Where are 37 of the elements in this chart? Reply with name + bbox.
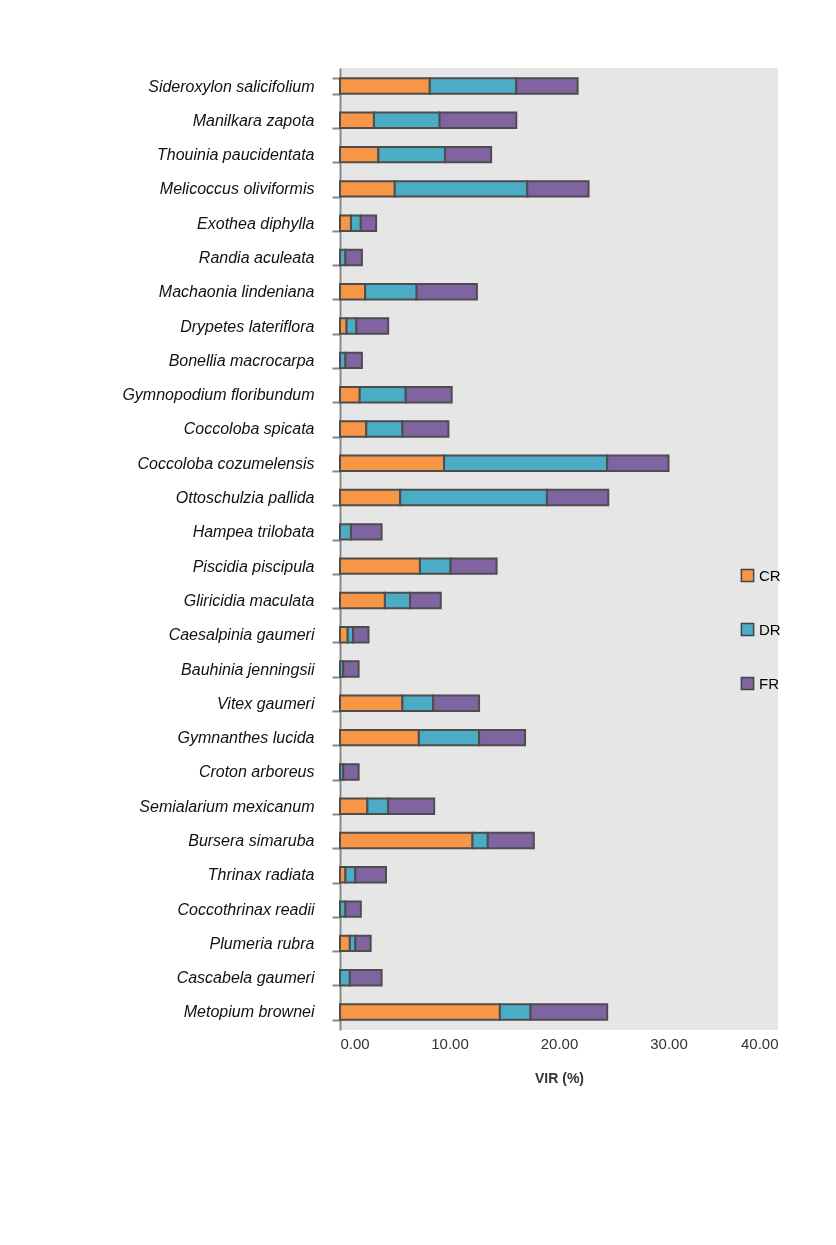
- y-tick-label: Thouinia paucidentata: [157, 146, 315, 164]
- y-tick-label: Machaonia lindeniana: [158, 283, 315, 301]
- y-tick-label: Randia aculeata: [198, 248, 315, 266]
- y-tick-label: Semialarium mexicanum: [139, 797, 315, 815]
- y-tick-label: Bauhinia jenningsii: [181, 660, 315, 678]
- y-tick-label: Caesalpinia gaumeri: [168, 626, 315, 644]
- y-tick-label: Piscidia piscipula: [192, 557, 315, 575]
- y-tick-label: Gymnanthes lucida: [177, 729, 315, 747]
- y-tick-label: Coccothrinax readii: [177, 900, 315, 918]
- legend-label: CR: [759, 566, 781, 584]
- y-tick-label: Gliricidia maculata: [183, 591, 315, 609]
- y-tick-label: Drypetes lateriflora: [180, 317, 315, 335]
- x-tick-label: 20.00: [540, 1034, 579, 1052]
- y-tick-label: Coccoloba cozumelensis: [137, 454, 315, 472]
- y-tick-label: Bursera simaruba: [188, 832, 315, 850]
- y-tick-label: Vitex gaumeri: [216, 694, 315, 712]
- y-tick-label: Metopium brownei: [183, 1003, 315, 1021]
- x-tick-label: 10.00: [431, 1034, 469, 1052]
- y-tick-label: Manilkara zapota: [192, 111, 315, 129]
- legend-label: DR: [759, 620, 781, 638]
- y-tick-label: Coccoloba spicata: [183, 420, 315, 438]
- x-tick-label: 0.00: [340, 1034, 370, 1052]
- y-tick-label: Ottoschulzia pallida: [175, 489, 315, 507]
- legend-label: FR: [759, 674, 780, 692]
- y-tick-label: Hampea trilobata: [192, 523, 315, 541]
- y-tick-label: Plumeria rubra: [209, 934, 315, 952]
- y-tick-label: Exothea diphylla: [197, 214, 315, 232]
- x-tick-label: 30.00: [650, 1034, 688, 1052]
- x-axis-title: VIR (%): [535, 1069, 584, 1086]
- y-tick-label: Sideroxylon salicifolium: [148, 77, 315, 95]
- y-tick-label: Cascabela gaumeri: [176, 969, 315, 987]
- y-tick-label: Melicoccus oliviformis: [159, 180, 315, 198]
- y-tick-label: Croton arboreus: [198, 763, 315, 781]
- y-tick-label: Bonellia macrocarpa: [168, 351, 315, 369]
- x-tick-label: 40.00: [740, 1034, 779, 1052]
- y-tick-label: Thrinax radiata: [207, 866, 315, 884]
- y-tick-label: Gymnopodium floribundum: [122, 386, 315, 404]
